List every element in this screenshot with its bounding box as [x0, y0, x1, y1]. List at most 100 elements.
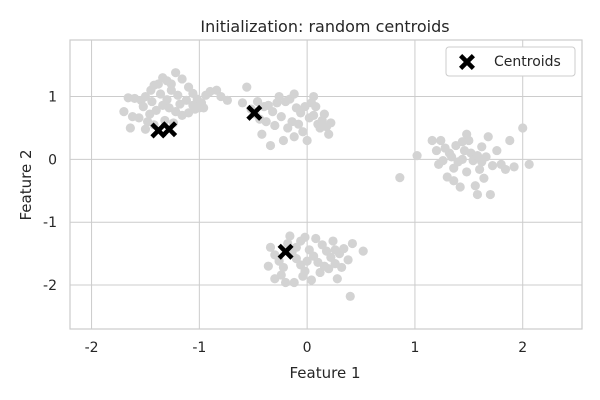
data-point	[270, 120, 280, 131]
data-point	[518, 123, 528, 133]
data-point	[171, 68, 181, 78]
x-tick-label: 1	[410, 340, 419, 356]
data-point	[140, 91, 151, 102]
data-point	[173, 90, 183, 100]
data-point	[500, 164, 511, 175]
data-point	[395, 172, 405, 183]
data-point	[462, 129, 472, 139]
x-tick-label: -1	[192, 340, 206, 356]
data-point	[289, 277, 299, 288]
data-point	[319, 261, 329, 271]
data-point	[289, 132, 299, 142]
centroid-x-marker	[161, 121, 178, 138]
data-point	[477, 157, 487, 167]
x-tick-label: -2	[85, 340, 99, 356]
data-point	[509, 162, 519, 172]
data-point	[242, 82, 252, 92]
data-point	[138, 101, 148, 112]
y-axis-label: Feature 2	[17, 150, 35, 221]
data-point	[177, 74, 187, 84]
legend: Centroids	[445, 46, 576, 77]
data-point	[298, 127, 308, 137]
data-point	[287, 117, 297, 127]
data-point	[440, 143, 450, 153]
data-point	[274, 91, 284, 102]
data-point	[302, 135, 312, 146]
data-point	[237, 98, 248, 108]
data-point	[347, 238, 358, 249]
data-point	[345, 291, 355, 301]
data-point	[181, 95, 192, 105]
x-tick-label: 2	[518, 340, 527, 356]
data-point	[462, 167, 472, 177]
data-point	[257, 129, 267, 139]
data-point	[457, 137, 467, 147]
data-point	[472, 189, 483, 200]
data-point	[470, 181, 480, 191]
data-point	[343, 255, 353, 265]
data-point	[265, 242, 276, 252]
legend-centroid-x-icon	[459, 54, 475, 70]
data-point	[475, 164, 485, 175]
data-point	[162, 95, 172, 105]
data-point	[261, 117, 271, 127]
data-point	[319, 109, 329, 119]
data-point	[166, 85, 176, 95]
legend-label-centroids: Centroids	[494, 54, 561, 70]
x-tick-label: 0	[303, 340, 312, 356]
data-point	[332, 274, 342, 284]
data-point	[427, 135, 437, 146]
data-point	[278, 262, 289, 273]
data-point	[311, 101, 321, 112]
tick-labels: -2 -1 0 1 2 -2 -1 0 1	[43, 90, 527, 356]
data-point	[477, 142, 487, 152]
data-point	[358, 246, 368, 256]
data-point	[140, 124, 151, 134]
data-point	[278, 135, 289, 146]
data-point	[119, 107, 129, 117]
data-point	[436, 135, 446, 146]
data-point	[127, 112, 138, 122]
data-point	[265, 140, 276, 151]
data-point	[280, 277, 291, 288]
axes-frame	[69, 39, 583, 330]
data-point	[438, 156, 448, 166]
data-point	[222, 95, 232, 105]
data-point	[446, 152, 457, 162]
data-points	[119, 68, 534, 301]
centroid-x-marker	[246, 104, 263, 121]
data-point	[311, 233, 321, 244]
data-point	[160, 115, 170, 126]
data-point	[155, 89, 166, 99]
x-axis-label: Feature 1	[290, 364, 361, 382]
data-point	[457, 154, 467, 164]
data-point	[125, 123, 135, 133]
y-tick-label: -2	[43, 278, 57, 294]
data-point	[309, 91, 319, 102]
data-point	[487, 161, 498, 171]
data-point	[309, 110, 319, 120]
data-point	[330, 245, 340, 255]
data-point	[505, 135, 515, 146]
data-point	[306, 275, 317, 285]
data-point	[298, 271, 308, 281]
data-point	[485, 189, 495, 200]
data-point	[337, 262, 347, 273]
plot-area-border	[69, 39, 583, 330]
centroid-markers	[150, 104, 294, 260]
data-point	[276, 270, 286, 280]
data-point	[479, 173, 489, 183]
legend-box	[445, 46, 576, 77]
data-point	[328, 236, 338, 246]
data-point	[263, 261, 273, 271]
data-point	[326, 118, 336, 128]
data-point	[145, 109, 155, 119]
data-point	[324, 129, 334, 139]
data-point	[524, 159, 534, 169]
centroid-x-marker	[277, 243, 294, 260]
y-tick-label: -1	[43, 215, 57, 231]
data-point	[252, 96, 263, 107]
data-point	[315, 123, 325, 133]
data-point	[276, 112, 286, 122]
